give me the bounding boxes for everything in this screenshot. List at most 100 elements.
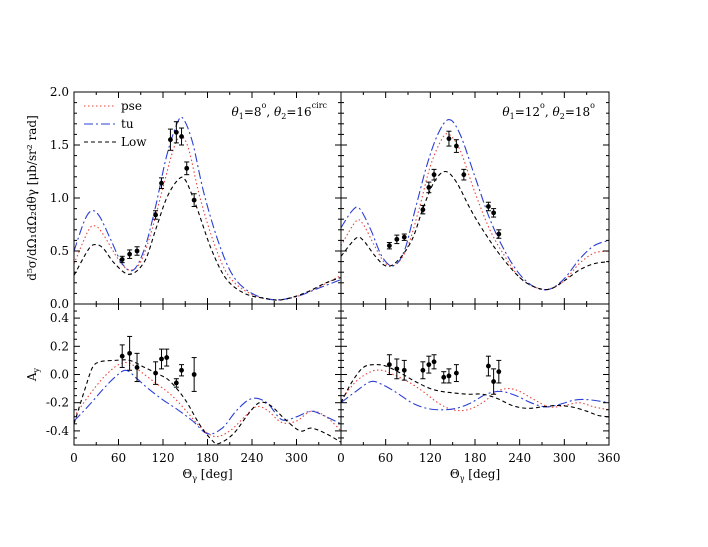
x-tick-label: 60 (378, 451, 393, 465)
x-axis-label: Θγ [deg] (182, 467, 232, 483)
data-point (491, 208, 497, 218)
data-point (191, 193, 197, 207)
y-tick-label: 0.5 (50, 244, 69, 258)
x-tick-label: 180 (464, 451, 487, 465)
legend-item-Low: Low (84, 135, 147, 149)
data-point (119, 344, 125, 368)
data-point (173, 378, 179, 388)
data-point (164, 348, 170, 367)
data-point (184, 161, 190, 176)
data-point (401, 359, 407, 381)
data-point (426, 355, 432, 374)
x-axis-label: Θγ [deg] (450, 467, 500, 483)
data-point (153, 361, 159, 385)
data-point (394, 358, 400, 380)
series-tu-line (74, 116, 341, 301)
data-points-top-right (386, 130, 502, 250)
x-tick-label: 60 (111, 451, 126, 465)
data-point (134, 246, 140, 256)
x-tick-label: 0 (337, 451, 345, 465)
series-pse-line (341, 369, 609, 412)
series-pse-line (341, 133, 609, 291)
data-point (453, 364, 459, 383)
series-pse-line (74, 361, 341, 438)
data-point (431, 354, 437, 370)
legend-label: Low (121, 135, 147, 149)
panel-bottom-right (341, 354, 609, 418)
y-tick-label: 0.2 (50, 339, 69, 353)
data-point (127, 249, 133, 259)
y-tick-label: 0.0 (50, 297, 69, 311)
curves-top-left (74, 116, 341, 301)
data-point (485, 355, 491, 377)
data-point (167, 128, 173, 151)
data-point (485, 201, 491, 212)
panel-annotation: θ1=12o, θ2=18o (502, 101, 595, 121)
data-point (159, 177, 165, 189)
panel-annotation: θ1=8o, θ2=16circ (232, 101, 328, 121)
y-tick-label: 1.5 (50, 138, 69, 152)
panel-top-left: θ1=8o, θ2=16circ (74, 101, 341, 301)
data-point (386, 354, 392, 375)
data-points-bottom-right (386, 354, 502, 395)
y-tick-labels: 0.0 0.5 1.0 1.5 2.0 -0.4 -0.2 0.0 0.2 0.4 (46, 85, 70, 438)
panel-bottom-left (74, 335, 341, 445)
data-point (491, 368, 497, 395)
x-tick-label: 120 (419, 451, 442, 465)
data-point (179, 127, 185, 146)
data-point (431, 168, 437, 181)
panel-top-right: θ1=12o, θ2=18o (341, 101, 609, 291)
data-points-bottom-left (119, 335, 197, 392)
data-point (453, 139, 459, 153)
x-tick-label: 180 (196, 451, 219, 465)
y-tick-label: 2.0 (50, 85, 69, 99)
y-tick-label: -0.2 (46, 396, 69, 410)
series-tu-line (341, 380, 609, 411)
data-point (191, 357, 197, 392)
curves-bottom-left (74, 359, 341, 445)
legend-label: pse (121, 99, 142, 113)
series-Low-line (74, 359, 341, 445)
data-point (394, 234, 400, 245)
data-point (153, 210, 159, 220)
data-point (496, 359, 502, 384)
data-point (134, 352, 140, 383)
x-tick-label: 240 (241, 451, 264, 465)
data-point (119, 255, 125, 264)
series-Low-line (74, 176, 341, 301)
data-point (420, 361, 426, 380)
series-tu-line (341, 119, 609, 291)
data-point (173, 121, 179, 144)
data-point (426, 181, 432, 194)
x-tick-labels: 0 60 120 180 240 300 0 60 120 180 240 300 360 (70, 451, 620, 465)
x-tick-label: 300 (285, 451, 308, 465)
data-point (461, 168, 467, 181)
data-point (127, 335, 133, 371)
x-tick-label: 0 (70, 451, 78, 465)
x-tick-label: 120 (152, 451, 175, 465)
legend-label: tu (121, 117, 134, 131)
axis-ticks (73, 91, 610, 446)
data-points-top-left (119, 121, 197, 264)
data-point (446, 368, 452, 384)
y-axis-label-bottom: Ay (25, 367, 41, 382)
data-point (441, 371, 447, 384)
data-point (386, 242, 392, 250)
x-tick-label: 240 (508, 451, 531, 465)
series-tu-line (74, 369, 341, 435)
y-tick-label: -0.4 (46, 424, 70, 438)
legend-item-tu: tu (84, 117, 134, 131)
data-point (159, 348, 165, 370)
legend: pse tu Low (84, 99, 147, 149)
y-axis-label-top: d⁵σ/dΩ₁dΩ₂dθγ [μb/sr² rad] (25, 115, 39, 280)
series-pse-line (74, 135, 341, 301)
legend-item-pse: pse (84, 99, 142, 113)
data-point (446, 130, 452, 147)
series-Low-line (341, 363, 609, 418)
data-point (420, 204, 426, 215)
curves-bottom-right (341, 363, 609, 418)
y-tick-label: 1.0 (50, 191, 69, 205)
data-point (496, 229, 502, 239)
data-point (401, 233, 407, 241)
